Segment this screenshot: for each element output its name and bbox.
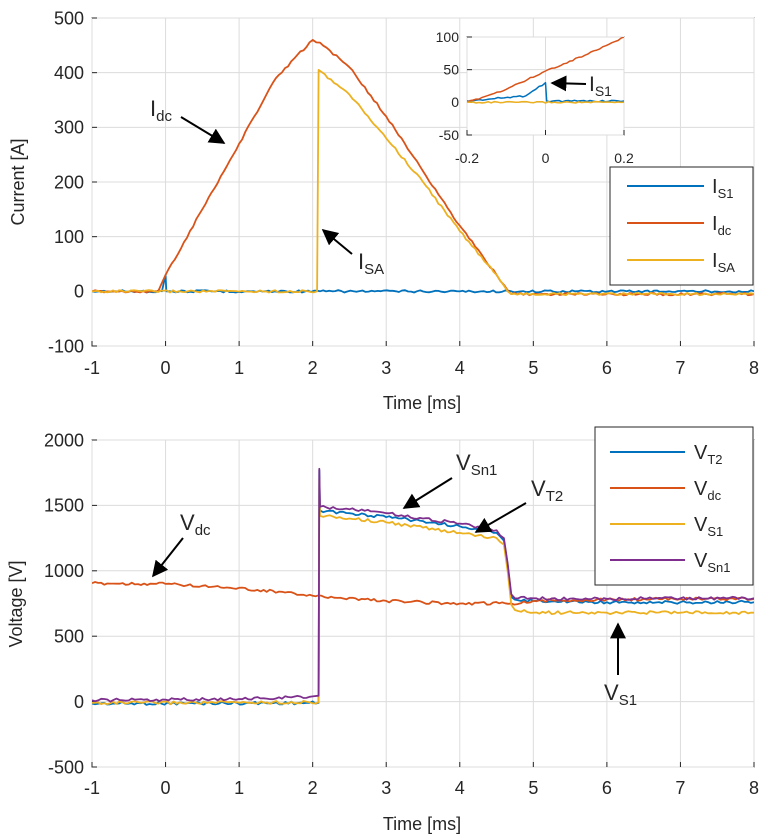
annotation-idc-arrow: [180, 116, 226, 144]
y-tick-label: 1500: [44, 496, 84, 516]
legend-label-vsn1: VSn1: [694, 550, 730, 575]
annotation-vdc-label: Vdc: [180, 510, 211, 539]
legend-label-isa: ISA: [712, 250, 735, 275]
x-tick-label: 1: [234, 358, 244, 378]
x-tick-label: 8: [749, 358, 759, 378]
annotation-isa-label: ISA: [358, 249, 384, 278]
voltage-series: [92, 467, 754, 706]
inset-series: [467, 37, 624, 104]
x-tick-label: -1: [84, 358, 100, 378]
x-tick-label: 7: [675, 358, 685, 378]
voltage-x-axis-label: Time [ms]: [383, 814, 461, 834]
current-y-axis-label: Current [A]: [8, 138, 28, 225]
y-tick-label: -100: [48, 336, 84, 356]
voltage-y-ticks: 2000 1500 1000 500 0 -500: [44, 430, 97, 777]
series-line-idc: [92, 39, 754, 297]
x-tick-label: 6: [602, 358, 612, 378]
x-tick-label: 3: [381, 778, 391, 798]
inset-x-ticks: -0.2 0 0.2: [455, 130, 634, 166]
y-tick-label: 50: [443, 62, 459, 78]
x-tick-label: 1: [234, 778, 244, 798]
annotation-vdc: Vdc: [152, 510, 211, 578]
series-line-is1: [92, 274, 754, 294]
x-tick-label: 0.2: [614, 150, 634, 166]
annotation-idc: Idc: [150, 96, 226, 144]
x-tick-label: 0: [161, 778, 171, 798]
inset-annotation-arrow: [550, 75, 587, 92]
legend-label-vdc: Vdc: [694, 478, 722, 503]
legend-label-idc: Idc: [712, 213, 732, 238]
inset-y-ticks: 100 50 0 -50: [436, 29, 472, 143]
x-tick-label: 4: [455, 778, 465, 798]
current-inset: -0.2 0 0.2 100 50 0 -50 IS1: [436, 29, 634, 166]
legend-label-vt2: VT2: [694, 442, 723, 467]
series-line-isa: [467, 100, 624, 104]
y-tick-label: 2000: [44, 430, 84, 450]
voltage-legend: VT2 Vdc VS1 VSn1: [594, 426, 754, 586]
series-line-idc: [467, 37, 624, 103]
annotation-vsn1: VSn1: [402, 450, 497, 509]
y-tick-label: 200: [54, 172, 84, 192]
voltage-legend-items: VT2 Vdc VS1 VSn1: [610, 442, 730, 575]
voltage-y-axis-label: Voltage [V]: [6, 560, 26, 647]
current-y-ticks: 500 400 300 200 100 0 -100: [48, 8, 97, 356]
x-tick-label: 5: [528, 778, 538, 798]
current-legend-items: IS1 Idc ISA: [627, 176, 735, 275]
annotation-vt2-arrow: [474, 502, 527, 533]
y-tick-label: 100: [436, 29, 460, 45]
y-tick-label: 0: [74, 282, 84, 302]
annotation-vt2-label: VT2: [531, 476, 563, 505]
current-x-ticks: -1 0 1 2 3 4 5 6 7 8: [84, 341, 759, 378]
y-tick-label: 500: [54, 8, 84, 28]
current-x-axis-label: Time [ms]: [383, 393, 461, 413]
current-series: [92, 39, 754, 297]
legend-label-is1: IS1: [712, 176, 733, 201]
series-line-vsn1: [92, 467, 754, 703]
x-tick-label: 5: [528, 358, 538, 378]
annotation-vdc-arrow: [152, 537, 184, 578]
current-legend: IS1 Idc ISA: [609, 166, 754, 286]
y-tick-label: 400: [54, 63, 84, 83]
x-tick-label: 2: [308, 778, 318, 798]
inset-annotation-label: IS1: [589, 73, 612, 99]
y-tick-label: 0: [451, 94, 459, 110]
x-tick-label: 7: [675, 778, 685, 798]
x-tick-label: 0: [542, 150, 550, 166]
annotation-vt2: VT2: [474, 476, 563, 533]
y-tick-label: -500: [48, 757, 84, 777]
series-line-vs1: [92, 478, 754, 706]
x-tick-label: -0.2: [455, 150, 479, 166]
y-tick-label: 0: [74, 692, 84, 712]
x-tick-label: 3: [381, 358, 391, 378]
x-tick-label: 2: [308, 358, 318, 378]
voltage-chart: -1 0 1 2 3 4 5 6 7 8 2000 1500 1000 500 0 -500 Time [m…: [6, 426, 759, 834]
x-tick-label: 8: [749, 778, 759, 798]
annotation-vs1-label: VS1: [604, 680, 637, 709]
annotation-idc-label: Idc: [150, 96, 172, 125]
annotation-vs1: VS1: [604, 622, 637, 709]
y-tick-label: -50: [439, 127, 459, 143]
legend-label-vs1: VS1: [694, 514, 723, 539]
x-tick-label: 6: [602, 778, 612, 798]
x-tick-label: -1: [84, 778, 100, 798]
y-tick-label: 100: [54, 227, 84, 247]
annotation-vsn1-label: VSn1: [456, 450, 497, 479]
voltage-legend-box: [594, 426, 754, 586]
x-tick-label: 0: [161, 358, 171, 378]
y-tick-label: 300: [54, 118, 84, 138]
annotation-isa-arrow: [321, 228, 353, 255]
inset-annotation-is1: IS1: [550, 73, 612, 99]
y-tick-label: 1000: [44, 561, 84, 581]
series-line-isa: [92, 69, 754, 297]
x-tick-label: 4: [455, 358, 465, 378]
annotation-vsn1-arrow: [402, 477, 453, 509]
voltage-x-ticks: -1 0 1 2 3 4 5 6 7 8: [84, 762, 759, 798]
annotation-isa: ISA: [321, 228, 384, 278]
y-tick-label: 500: [54, 627, 84, 647]
